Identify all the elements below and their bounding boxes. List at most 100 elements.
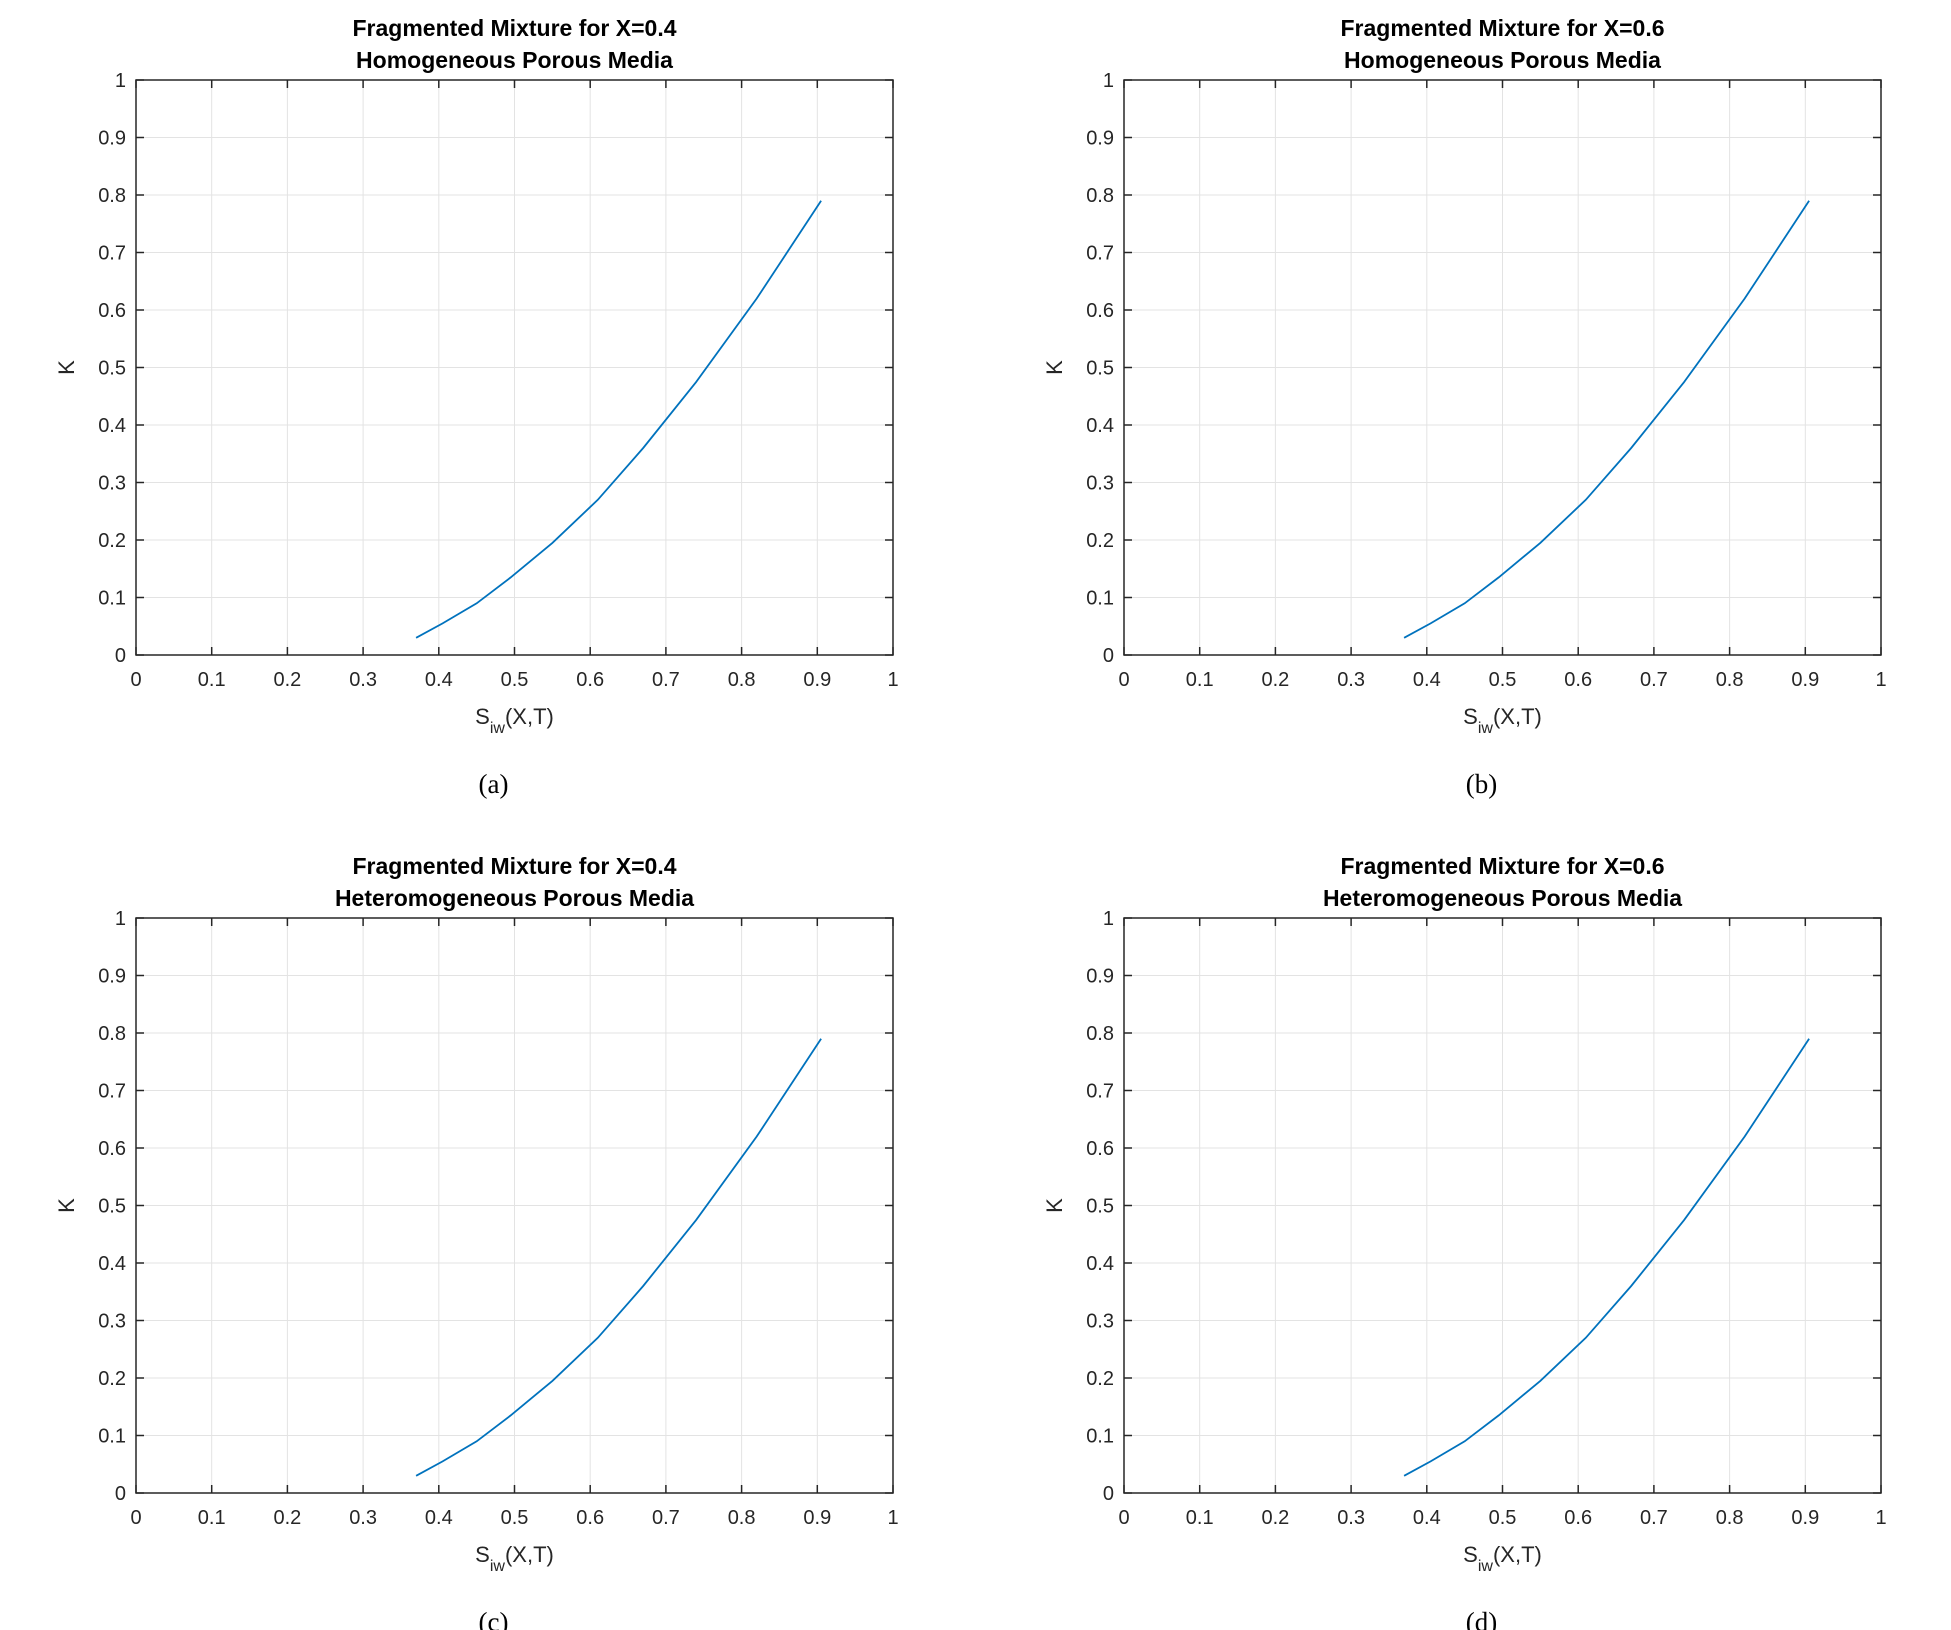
y-tick-label: 0.1 (98, 1426, 126, 1448)
y-tick-label: 0.5 (1086, 358, 1114, 380)
x-axis-label-main: S (475, 1542, 490, 1567)
chart-title-line-2: Heteromogeneous Porous Media (1323, 885, 1682, 911)
x-tick-label: 0.4 (425, 1507, 453, 1529)
panel-caption: (b) (1466, 769, 1497, 799)
y-tick-label: 0.5 (1086, 1196, 1114, 1218)
x-tick-label: 1 (1875, 669, 1886, 691)
x-tick-label: 0.5 (501, 1507, 529, 1529)
x-tick-label: 0.2 (1261, 1507, 1289, 1529)
x-tick-label: 0.2 (273, 669, 301, 691)
x-tick-label: 0.9 (803, 669, 831, 691)
y-tick-label: 0 (115, 1483, 126, 1505)
x-tick-label: 0 (130, 1507, 141, 1529)
chart-panel-d: 0 0.1 0.2 0.3 0.4 0.5 0.6 0.7 0.8 0.9 1 0 0.1 0.2 0.3 0… (1042, 853, 1887, 1630)
x-tick-label: 0.8 (1716, 1507, 1744, 1529)
y-tick-label: 0.7 (1086, 1081, 1114, 1103)
y-tick-label: 0.6 (1086, 300, 1114, 322)
x-tick-label: 0 (1118, 669, 1129, 691)
chart-panel-c: 0 0.1 0.2 0.3 0.4 0.5 0.6 0.7 0.8 0.9 1 0 0.1 0.2 0.3 0… (54, 853, 899, 1630)
y-tick-label: 0.1 (1086, 588, 1114, 610)
data-series-line (415, 200, 822, 639)
y-tick-label: 0.9 (1086, 966, 1114, 988)
x-axis-label-rest: (X,T) (1493, 704, 1542, 729)
y-tick-label: 1 (115, 908, 126, 930)
x-tick-label: 0.6 (1564, 669, 1592, 691)
y-tick-label: 0.2 (1086, 530, 1114, 552)
x-axis-label-rest: (X,T) (505, 704, 554, 729)
y-tick-label: 0.9 (98, 128, 126, 150)
chart-panel-a: 0 0.1 0.2 0.3 0.4 0.5 0.6 0.7 0.8 0.9 1 0 0.1 0.2 0.3 0… (54, 15, 899, 799)
y-tick-label: 0.2 (98, 1368, 126, 1390)
y-tick-label: 0.6 (98, 300, 126, 322)
x-axis-label-main: S (1463, 704, 1478, 729)
x-tick-label: 0.1 (1186, 1507, 1214, 1529)
x-axis-label: Siw(X,T) (475, 704, 554, 737)
y-tick-label: 0.4 (98, 415, 126, 437)
x-tick-label: 0.4 (425, 669, 453, 691)
y-axis-label: K (1042, 360, 1067, 375)
x-axis-label: Siw(X,T) (475, 1542, 554, 1575)
x-axis-label-subscript: iw (490, 1558, 506, 1575)
x-tick-label: 0.7 (1640, 1507, 1668, 1529)
x-tick-label: 0.9 (1791, 1507, 1819, 1529)
y-tick-label: 1 (1103, 70, 1114, 92)
x-tick-label: 0.4 (1413, 669, 1441, 691)
y-tick-label: 0.6 (98, 1138, 126, 1160)
x-tick-label: 1 (887, 669, 898, 691)
x-axis-label-rest: (X,T) (1493, 1542, 1542, 1567)
x-tick-label: 0.6 (576, 1507, 604, 1529)
chart-title-line-2: Heteromogeneous Porous Media (335, 885, 694, 911)
x-tick-label: 0.9 (803, 1507, 831, 1529)
panel-caption: (c) (479, 1607, 509, 1630)
y-tick-label: 0.5 (98, 358, 126, 380)
x-tick-label: 0 (1118, 1507, 1129, 1529)
x-axis-label-subscript: iw (490, 720, 506, 737)
data-series-line (415, 1038, 822, 1477)
x-axis-label-subscript: iw (1478, 1558, 1494, 1575)
y-tick-label: 0.1 (1086, 1426, 1114, 1448)
x-tick-label: 0.6 (576, 669, 604, 691)
x-tick-label: 1 (1875, 1507, 1886, 1529)
x-axis-label-rest: (X,T) (505, 1542, 554, 1567)
x-tick-label: 0.7 (1640, 669, 1668, 691)
x-axis-label: Siw(X,T) (1463, 704, 1542, 737)
x-tick-label: 0.5 (1489, 1507, 1517, 1529)
x-tick-label: 0.1 (198, 669, 226, 691)
x-tick-label: 0.3 (1337, 669, 1365, 691)
x-axis-label: Siw(X,T) (1463, 1542, 1542, 1575)
x-tick-label: 0.5 (501, 669, 529, 691)
x-tick-label: 0.2 (1261, 669, 1289, 691)
panel-caption: (a) (479, 769, 509, 799)
y-tick-label: 0.6 (1086, 1138, 1114, 1160)
chart-title-line-2: Homogeneous Porous Media (1344, 47, 1661, 73)
y-tick-label: 1 (1103, 908, 1114, 930)
y-tick-label: 0.8 (98, 185, 126, 207)
chart-title-line-1: Fragmented Mixture for X=0.4 (353, 15, 677, 41)
x-tick-label: 0.3 (1337, 1507, 1365, 1529)
y-tick-label: 0.3 (1086, 473, 1114, 495)
panel-caption: (d) (1466, 1607, 1497, 1630)
y-axis-label: K (54, 360, 79, 375)
x-tick-label: 0.7 (652, 669, 680, 691)
y-tick-label: 0.9 (98, 966, 126, 988)
y-tick-label: 0 (115, 645, 126, 667)
x-tick-label: 1 (887, 1507, 898, 1529)
y-tick-label: 0.8 (1086, 1023, 1114, 1045)
x-tick-label: 0.2 (273, 1507, 301, 1529)
y-tick-label: 0.3 (98, 1311, 126, 1333)
y-tick-label: 0.3 (1086, 1311, 1114, 1333)
x-tick-label: 0.8 (728, 669, 756, 691)
y-tick-label: 1 (115, 70, 126, 92)
data-series-line (1403, 1038, 1810, 1477)
x-tick-label: 0.6 (1564, 1507, 1592, 1529)
x-axis-label-subscript: iw (1478, 720, 1494, 737)
x-tick-label: 0.8 (728, 1507, 756, 1529)
y-tick-label: 0.8 (1086, 185, 1114, 207)
y-tick-label: 0.4 (1086, 415, 1114, 437)
chart-title-line-1: Fragmented Mixture for X=0.6 (1341, 15, 1665, 41)
y-tick-label: 0 (1103, 645, 1114, 667)
x-axis-label-main: S (475, 704, 490, 729)
data-series-line (1403, 200, 1810, 639)
y-tick-label: 0.3 (98, 473, 126, 495)
